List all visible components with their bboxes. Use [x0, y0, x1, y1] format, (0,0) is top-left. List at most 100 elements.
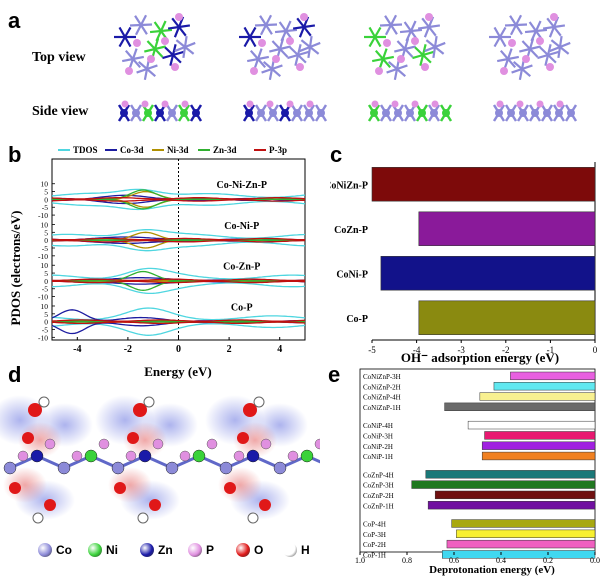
deprot-category-label: CoNiP-3H — [363, 433, 393, 441]
deprot-category-label: CoNiZnP-4H — [363, 394, 401, 402]
deprot-category-label: CoP-1H — [363, 552, 386, 560]
pdos-x-tick: -2 — [124, 344, 132, 355]
deprot-bar — [446, 539, 596, 549]
deprot-x-tick: 0.8 — [402, 556, 412, 565]
pdos-y-tick: 10 — [41, 261, 49, 270]
pdos-series-line — [51, 200, 306, 211]
pdos-y-tick: -10 — [38, 293, 48, 302]
pdos-series-line — [51, 197, 306, 200]
pdos-series-line — [52, 278, 306, 282]
deprot-bar — [411, 480, 596, 489]
charge-density-unit — [0, 395, 93, 524]
element-legend-swatch — [283, 543, 297, 557]
pdos-series-line — [51, 199, 306, 202]
deprot-category-label: CoZnP-1H — [363, 502, 394, 510]
oh-category-label: CoNi-P — [336, 269, 368, 280]
pdos-series-line — [51, 323, 306, 336]
panel-label-c: c — [330, 142, 343, 167]
element-legend-swatch — [188, 543, 202, 557]
oh-category-label: Co-P — [346, 314, 368, 325]
deprot-category-label: CoNiP-1H — [363, 453, 393, 461]
panel-label-b: b — [8, 142, 22, 167]
pdos-series-line — [51, 321, 306, 325]
pdos-legend: TDOS Co-3d Ni-3d Zn-3d P-3p — [58, 145, 287, 155]
deprot-category-label: CoNiP-4H — [363, 422, 393, 430]
pdos-series-line — [51, 239, 305, 243]
element-legend-swatch — [88, 543, 102, 557]
pdos-y-tick: 5 — [44, 228, 48, 237]
pdos-y-tick: 5 — [44, 188, 48, 197]
element-legend-swatch — [236, 543, 250, 557]
element-legend-label: P — [206, 543, 215, 557]
pdos-y-tick: 10 — [41, 302, 49, 311]
pdos-subplot-label: Co-Zn-P — [223, 262, 260, 273]
pdos-series-line — [51, 319, 306, 322]
deprot-bar — [510, 371, 596, 381]
pdos-y-tick: 5 — [44, 269, 48, 278]
top-view-structure — [489, 13, 571, 81]
pdos-series-line — [51, 237, 305, 241]
pdos-series-line — [52, 280, 306, 284]
deprot-category-label: CoP-3H — [363, 531, 386, 539]
charge-density-image — [0, 395, 320, 524]
deprot-x-tick: 1.0 — [355, 556, 365, 565]
pdos-legend-label: TDOS — [73, 145, 98, 155]
pdos-y-tick: -5 — [42, 285, 48, 294]
deprot-bar — [456, 529, 596, 538]
side-view-structure — [242, 100, 328, 122]
oh-x-tick: -5 — [368, 345, 376, 355]
oh-x-tick: -2 — [502, 345, 510, 355]
deprot-bar — [434, 490, 596, 500]
pdos-subplot-label: Co-Ni-P — [224, 221, 259, 232]
deprot-category-label: CoZnP-4H — [363, 471, 394, 479]
pdos-y-tick: -5 — [42, 325, 48, 334]
side-view-structure — [117, 100, 203, 122]
pdos-xlabel: Energy (eV) — [144, 364, 212, 379]
atom-chain — [3, 438, 320, 475]
pdos-y-tick: -10 — [38, 252, 48, 261]
element-legend-label: Ni — [106, 543, 118, 557]
pdos-x-tick: 4 — [277, 344, 282, 355]
deprot-x-tick: 0.2 — [543, 556, 553, 565]
top-view-structure — [114, 13, 196, 81]
deprot-bar — [479, 392, 596, 401]
pdos-legend-label: Ni-3d — [167, 145, 189, 155]
pdos-x-tick: -4 — [73, 344, 81, 355]
pdos-y-tick: 0 — [44, 277, 48, 286]
pdos-series-line — [51, 282, 306, 295]
pdos-y-tick: 10 — [41, 180, 49, 189]
deprot-category-label: CoNiZnP-3H — [363, 373, 401, 381]
top-view-structure — [239, 13, 321, 81]
panel-label-e: e — [328, 362, 341, 387]
charge-density-unit — [205, 395, 308, 524]
side-view-label: Side view — [32, 104, 89, 119]
deprot-x-tick: 0.0 — [590, 556, 600, 565]
deprot-bar — [425, 470, 596, 479]
oh-category-label: CoZn-P — [334, 225, 368, 236]
deprot-bar — [444, 402, 596, 411]
pdos-x-tick: 2 — [227, 344, 232, 355]
pdos-legend-label: Zn-3d — [213, 145, 237, 155]
deprot-bar — [481, 451, 596, 461]
pdos-x-tick: 0 — [176, 344, 181, 355]
pdos-series-line — [51, 228, 306, 239]
element-legend-label: H — [301, 543, 310, 557]
deprot-category-label: CoNiZnP-2H — [363, 383, 401, 391]
pdos-y-tick: -5 — [42, 244, 48, 253]
element-legend-label: Co — [56, 543, 72, 557]
pdos-subplot-label: Co-Ni-Zn-P — [216, 180, 267, 191]
deprot-bar — [493, 382, 596, 391]
deprot-category-label: CoP-2H — [363, 541, 386, 549]
element-legend-swatch — [38, 543, 52, 557]
deprot-category-label: CoNiP-2H — [363, 443, 393, 451]
deprot-bar — [467, 420, 596, 430]
oh-x-tick: -1 — [547, 345, 555, 355]
oh-adsorption-chart: OH⁻ adsorption energy (eV) CoNiZn-P CoZn-… — [330, 162, 598, 365]
pdos-y-tick: 0 — [44, 318, 48, 327]
deprot-bar — [481, 441, 596, 450]
structure-views — [114, 13, 578, 122]
oh-x-tick: -3 — [457, 345, 465, 355]
oh-xlabel: OH⁻ adsorption energy (eV) — [401, 350, 559, 365]
deprot-x-tick: 0.4 — [496, 556, 506, 565]
